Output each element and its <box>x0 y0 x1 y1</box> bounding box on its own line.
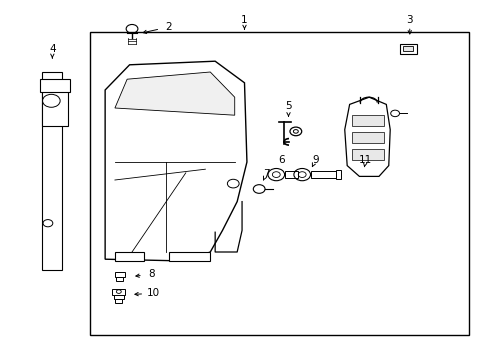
Polygon shape <box>344 97 389 176</box>
Bar <box>284 171 298 178</box>
Text: 10: 10 <box>146 288 159 298</box>
Text: 4: 4 <box>49 44 56 54</box>
Bar <box>335 170 340 179</box>
Text: 3: 3 <box>406 15 412 25</box>
Text: 11: 11 <box>358 155 372 165</box>
Bar <box>116 277 123 281</box>
Text: 6: 6 <box>277 155 284 165</box>
Text: 9: 9 <box>311 155 318 165</box>
Bar <box>403 46 412 51</box>
Text: 7: 7 <box>263 168 269 179</box>
Bar <box>115 299 122 303</box>
Bar <box>90 32 468 335</box>
Bar <box>399 44 416 54</box>
Bar <box>351 132 383 143</box>
Bar <box>112 289 125 295</box>
Text: 1: 1 <box>241 15 247 25</box>
Text: 5: 5 <box>285 101 291 111</box>
Bar <box>40 79 70 92</box>
Bar <box>351 115 383 126</box>
Bar <box>351 149 383 160</box>
Text: 8: 8 <box>148 269 155 279</box>
Polygon shape <box>115 252 144 261</box>
Bar <box>114 295 123 299</box>
Bar <box>115 272 124 277</box>
Polygon shape <box>168 252 210 261</box>
Bar <box>41 72 62 270</box>
Bar <box>310 171 335 178</box>
Polygon shape <box>115 72 234 115</box>
Bar <box>41 90 68 126</box>
Text: 2: 2 <box>165 22 172 32</box>
Polygon shape <box>105 61 246 261</box>
